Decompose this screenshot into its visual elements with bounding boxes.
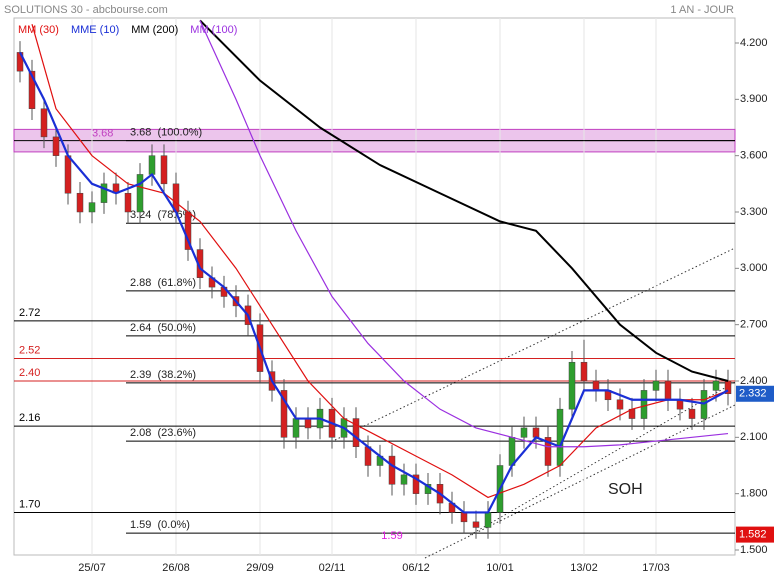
y-tick-label: 4.200: [740, 37, 768, 49]
zone-label: 3.68: [92, 128, 113, 140]
candle-body: [52, 136, 60, 156]
ma-line: [31, 24, 729, 499]
candle-body: [292, 418, 300, 438]
candle-body: [460, 512, 468, 523]
candle-body: [484, 512, 492, 528]
legend-entry: MM (100): [190, 24, 237, 36]
price-tag: [736, 526, 774, 543]
y-tick-label: 1.800: [740, 488, 768, 500]
candle-body: [28, 70, 36, 109]
ma-line: [199, 19, 729, 382]
period: 1 AN - JOUR: [670, 4, 734, 16]
level-label: 2.40: [19, 367, 40, 379]
level-label: 2.72: [19, 307, 40, 319]
price-tag-label: 1.582: [739, 529, 767, 541]
candle-body: [136, 174, 144, 213]
candle-body: [388, 455, 396, 485]
x-tick-label: 13/02: [570, 562, 598, 574]
trend-channel: [469, 381, 736, 536]
candle-body: [400, 474, 408, 485]
low-marker: 1.59: [381, 530, 402, 542]
candle-body: [160, 155, 168, 185]
candle-body: [148, 155, 156, 175]
x-tick-label: 26/08: [162, 562, 190, 574]
candle-body: [352, 418, 360, 447]
y-tick-label: 2.700: [740, 319, 768, 331]
legend-entry: MM (30): [18, 24, 59, 36]
x-tick-label: 25/07: [78, 562, 106, 574]
candle-body: [304, 418, 312, 429]
x-tick-label: 02/11: [319, 562, 346, 574]
candle-body: [88, 202, 96, 213]
y-tick-label: 3.900: [740, 93, 768, 105]
candle-body: [640, 390, 648, 419]
candle-body: [592, 380, 600, 391]
candle-body: [64, 155, 72, 194]
candle-body: [580, 361, 588, 382]
fib-label: 2.39 (38.2%): [130, 369, 196, 381]
x-tick-label: 29/09: [246, 562, 274, 574]
candle-body: [472, 521, 480, 528]
legend-entry: MM (200): [131, 24, 178, 36]
x-tick-label: 10/01: [486, 562, 514, 574]
candle-body: [40, 108, 48, 138]
candle-body: [664, 380, 672, 401]
candle-body: [508, 437, 516, 466]
y-tick-label: 3.600: [740, 150, 768, 162]
candle-body: [688, 408, 696, 419]
candle-body: [100, 183, 108, 203]
legend-entry: MME (10): [71, 24, 119, 36]
level-label: 2.52: [19, 344, 40, 356]
fib-label: 2.88 (61.8%): [130, 277, 196, 289]
fib-label: 3.68 (100.0%): [130, 127, 202, 139]
y-tick-label: 2.400: [740, 375, 768, 387]
y-tick-label: 1.500: [740, 544, 768, 556]
candle-body: [76, 192, 84, 213]
candle-body: [544, 437, 552, 466]
fib-label: 1.59 (0.0%): [130, 519, 190, 531]
candle-body: [124, 192, 132, 213]
plot-frame: [13, 17, 736, 556]
candle-body: [532, 427, 540, 438]
trend-channel: [424, 404, 736, 559]
candle-body: [556, 408, 564, 466]
level-label: 1.70: [19, 498, 40, 510]
ma-line: [19, 51, 729, 514]
y-tick-label: 3.000: [740, 262, 768, 274]
y-tick-label: 2.100: [740, 431, 768, 443]
candle-body: [412, 474, 420, 494]
y-tick-label: 3.300: [740, 206, 768, 218]
x-tick-label: 17/03: [642, 562, 670, 574]
candle-body: [520, 427, 528, 438]
price-tag: [736, 385, 774, 402]
candle-body: [616, 399, 624, 410]
price-tag-label: 2.332: [739, 388, 767, 400]
candle-body: [568, 361, 576, 410]
fib-label: 2.08 (23.6%): [130, 427, 196, 439]
fib-label: 2.64 (50.0%): [130, 322, 196, 334]
candle-body: [652, 380, 660, 391]
chart-title: SOLUTIONS 30 - abcbourse.com: [4, 4, 168, 16]
trend-channel: [334, 247, 736, 441]
x-tick-label: 06/12: [402, 562, 430, 574]
annotation: SOH: [608, 481, 643, 498]
level-label: 2.16: [19, 412, 40, 424]
candle-body: [712, 380, 720, 391]
ma-line: [199, 20, 729, 448]
candle-body: [280, 390, 288, 438]
